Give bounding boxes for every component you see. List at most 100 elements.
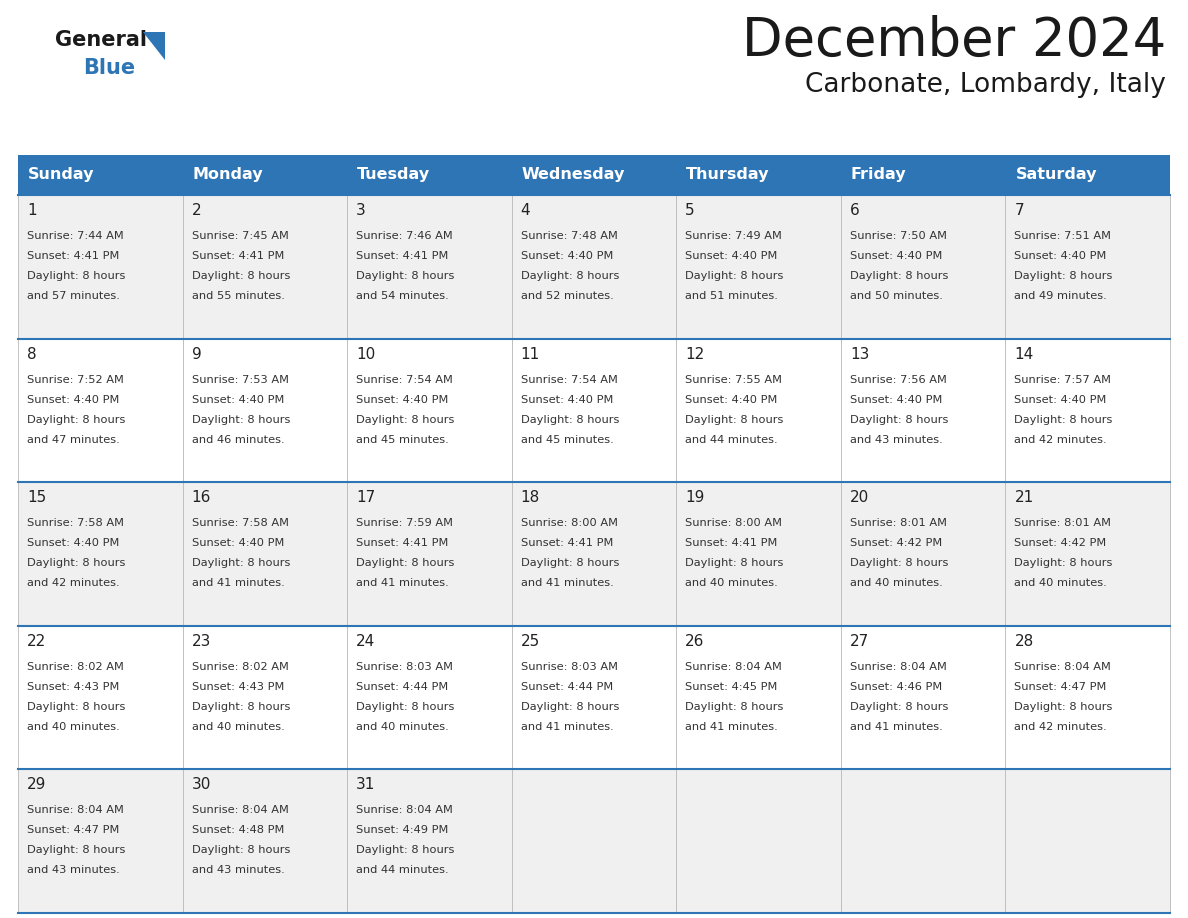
Text: 24: 24 <box>356 633 375 649</box>
Text: 3: 3 <box>356 203 366 218</box>
Text: Sunrise: 7:46 AM: Sunrise: 7:46 AM <box>356 231 453 241</box>
Text: Daylight: 8 hours: Daylight: 8 hours <box>849 271 948 281</box>
Text: and 40 minutes.: and 40 minutes. <box>685 578 778 588</box>
Text: and 49 minutes.: and 49 minutes. <box>1015 291 1107 301</box>
Text: Sunset: 4:40 PM: Sunset: 4:40 PM <box>27 538 119 548</box>
Text: 26: 26 <box>685 633 704 649</box>
Text: and 40 minutes.: and 40 minutes. <box>849 578 942 588</box>
Text: Daylight: 8 hours: Daylight: 8 hours <box>1015 415 1113 425</box>
Text: Friday: Friday <box>851 167 906 183</box>
Text: 19: 19 <box>685 490 704 505</box>
Bar <box>183 769 347 913</box>
Text: Daylight: 8 hours: Daylight: 8 hours <box>27 558 126 568</box>
Bar <box>512 769 676 913</box>
Bar <box>841 482 1005 626</box>
Bar <box>841 626 1005 769</box>
Text: and 52 minutes.: and 52 minutes. <box>520 291 613 301</box>
Text: Sunset: 4:40 PM: Sunset: 4:40 PM <box>191 538 284 548</box>
Text: Sunrise: 8:03 AM: Sunrise: 8:03 AM <box>356 662 453 672</box>
Text: 30: 30 <box>191 778 211 792</box>
Text: Sunset: 4:47 PM: Sunset: 4:47 PM <box>1015 682 1107 692</box>
Bar <box>676 195 841 339</box>
Text: 7: 7 <box>1015 203 1024 218</box>
Text: and 41 minutes.: and 41 minutes. <box>849 722 942 732</box>
Text: and 41 minutes.: and 41 minutes. <box>191 578 284 588</box>
Bar <box>512 339 676 482</box>
Text: Monday: Monday <box>192 167 264 183</box>
Text: Daylight: 8 hours: Daylight: 8 hours <box>685 415 784 425</box>
Text: Sunrise: 8:02 AM: Sunrise: 8:02 AM <box>27 662 124 672</box>
Text: Sunrise: 7:51 AM: Sunrise: 7:51 AM <box>1015 231 1112 241</box>
Bar <box>18 626 183 769</box>
Text: Sunrise: 7:45 AM: Sunrise: 7:45 AM <box>191 231 289 241</box>
Text: Sunrise: 7:49 AM: Sunrise: 7:49 AM <box>685 231 782 241</box>
Text: Daylight: 8 hours: Daylight: 8 hours <box>356 701 455 711</box>
Text: Sunset: 4:47 PM: Sunset: 4:47 PM <box>27 825 119 835</box>
Text: Daylight: 8 hours: Daylight: 8 hours <box>1015 271 1113 281</box>
Bar <box>676 769 841 913</box>
Text: and 43 minutes.: and 43 minutes. <box>27 866 120 876</box>
Text: Daylight: 8 hours: Daylight: 8 hours <box>849 415 948 425</box>
Bar <box>841 195 1005 339</box>
Text: 15: 15 <box>27 490 46 505</box>
Bar <box>18 482 183 626</box>
Text: Sunrise: 8:00 AM: Sunrise: 8:00 AM <box>520 518 618 528</box>
Text: Sunset: 4:41 PM: Sunset: 4:41 PM <box>520 538 613 548</box>
Text: Daylight: 8 hours: Daylight: 8 hours <box>27 845 126 856</box>
Bar <box>676 155 841 195</box>
Text: Thursday: Thursday <box>687 167 770 183</box>
Text: Sunrise: 7:56 AM: Sunrise: 7:56 AM <box>849 375 947 385</box>
Text: and 40 minutes.: and 40 minutes. <box>1015 578 1107 588</box>
Bar <box>183 155 347 195</box>
Text: Sunset: 4:40 PM: Sunset: 4:40 PM <box>685 395 778 405</box>
Bar <box>1005 155 1170 195</box>
Text: Sunset: 4:43 PM: Sunset: 4:43 PM <box>191 682 284 692</box>
Text: Saturday: Saturday <box>1016 167 1097 183</box>
Bar <box>676 339 841 482</box>
Text: Sunset: 4:40 PM: Sunset: 4:40 PM <box>685 251 778 261</box>
Text: Daylight: 8 hours: Daylight: 8 hours <box>520 701 619 711</box>
Text: and 43 minutes.: and 43 minutes. <box>849 434 942 444</box>
Text: Sunday: Sunday <box>29 167 95 183</box>
Text: and 42 minutes.: and 42 minutes. <box>1015 434 1107 444</box>
Bar <box>347 482 512 626</box>
Text: Sunset: 4:40 PM: Sunset: 4:40 PM <box>191 395 284 405</box>
Bar <box>512 195 676 339</box>
Text: Sunrise: 7:50 AM: Sunrise: 7:50 AM <box>849 231 947 241</box>
Bar <box>347 626 512 769</box>
Bar <box>183 482 347 626</box>
Text: Daylight: 8 hours: Daylight: 8 hours <box>356 271 455 281</box>
Text: 5: 5 <box>685 203 695 218</box>
Bar <box>1005 482 1170 626</box>
Text: 1: 1 <box>27 203 37 218</box>
Text: 11: 11 <box>520 347 541 362</box>
Text: Daylight: 8 hours: Daylight: 8 hours <box>685 271 784 281</box>
Text: 18: 18 <box>520 490 541 505</box>
Text: Sunset: 4:40 PM: Sunset: 4:40 PM <box>27 395 119 405</box>
Text: Sunrise: 7:57 AM: Sunrise: 7:57 AM <box>1015 375 1112 385</box>
Text: Daylight: 8 hours: Daylight: 8 hours <box>191 271 290 281</box>
Text: Sunrise: 7:48 AM: Sunrise: 7:48 AM <box>520 231 618 241</box>
Text: Sunset: 4:41 PM: Sunset: 4:41 PM <box>356 538 449 548</box>
Bar <box>347 195 512 339</box>
Text: and 45 minutes.: and 45 minutes. <box>520 434 613 444</box>
Bar <box>512 155 676 195</box>
Text: Sunrise: 8:04 AM: Sunrise: 8:04 AM <box>1015 662 1111 672</box>
Text: and 44 minutes.: and 44 minutes. <box>685 434 778 444</box>
Text: Sunset: 4:44 PM: Sunset: 4:44 PM <box>520 682 613 692</box>
Text: and 57 minutes.: and 57 minutes. <box>27 291 120 301</box>
Text: Daylight: 8 hours: Daylight: 8 hours <box>849 558 948 568</box>
Text: and 42 minutes.: and 42 minutes. <box>27 578 120 588</box>
Text: Sunset: 4:40 PM: Sunset: 4:40 PM <box>520 395 613 405</box>
Text: and 41 minutes.: and 41 minutes. <box>520 578 613 588</box>
Text: Sunrise: 8:01 AM: Sunrise: 8:01 AM <box>849 518 947 528</box>
Text: Sunset: 4:40 PM: Sunset: 4:40 PM <box>849 395 942 405</box>
Text: Sunrise: 8:03 AM: Sunrise: 8:03 AM <box>520 662 618 672</box>
Text: Sunrise: 7:58 AM: Sunrise: 7:58 AM <box>27 518 124 528</box>
Text: Sunset: 4:40 PM: Sunset: 4:40 PM <box>356 395 449 405</box>
Text: 16: 16 <box>191 490 211 505</box>
Text: Daylight: 8 hours: Daylight: 8 hours <box>1015 701 1113 711</box>
Text: Daylight: 8 hours: Daylight: 8 hours <box>191 701 290 711</box>
Text: Daylight: 8 hours: Daylight: 8 hours <box>191 845 290 856</box>
Bar <box>18 155 183 195</box>
